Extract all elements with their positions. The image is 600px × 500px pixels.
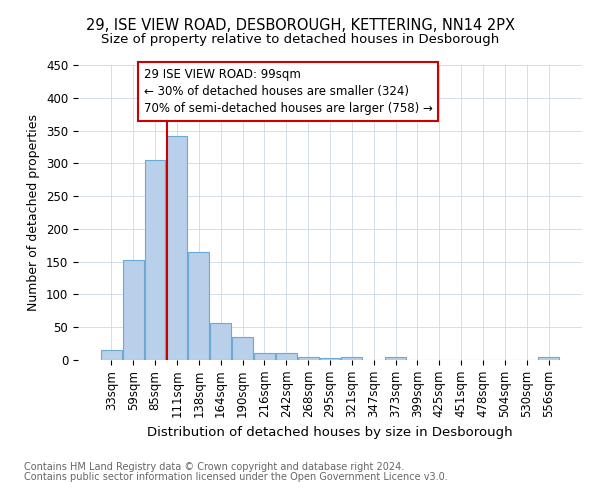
- Bar: [254, 354, 275, 360]
- Text: Contains public sector information licensed under the Open Government Licence v3: Contains public sector information licen…: [24, 472, 448, 482]
- Bar: [145, 160, 166, 360]
- Bar: [276, 354, 296, 360]
- Y-axis label: Number of detached properties: Number of detached properties: [28, 114, 40, 311]
- Bar: [298, 356, 319, 360]
- Text: Contains HM Land Registry data © Crown copyright and database right 2024.: Contains HM Land Registry data © Crown c…: [24, 462, 404, 472]
- Bar: [123, 260, 143, 360]
- Text: 29, ISE VIEW ROAD, DESBOROUGH, KETTERING, NN14 2PX: 29, ISE VIEW ROAD, DESBOROUGH, KETTERING…: [86, 18, 515, 32]
- Bar: [385, 358, 406, 360]
- Text: Size of property relative to detached houses in Desborough: Size of property relative to detached ho…: [101, 32, 499, 46]
- Bar: [538, 358, 559, 360]
- Text: 29 ISE VIEW ROAD: 99sqm
← 30% of detached houses are smaller (324)
70% of semi-d: 29 ISE VIEW ROAD: 99sqm ← 30% of detache…: [143, 68, 433, 115]
- Bar: [232, 337, 253, 360]
- Bar: [101, 350, 122, 360]
- Bar: [320, 358, 340, 360]
- X-axis label: Distribution of detached houses by size in Desborough: Distribution of detached houses by size …: [147, 426, 513, 438]
- Bar: [341, 356, 362, 360]
- Bar: [167, 136, 187, 360]
- Bar: [188, 252, 209, 360]
- Bar: [210, 324, 231, 360]
